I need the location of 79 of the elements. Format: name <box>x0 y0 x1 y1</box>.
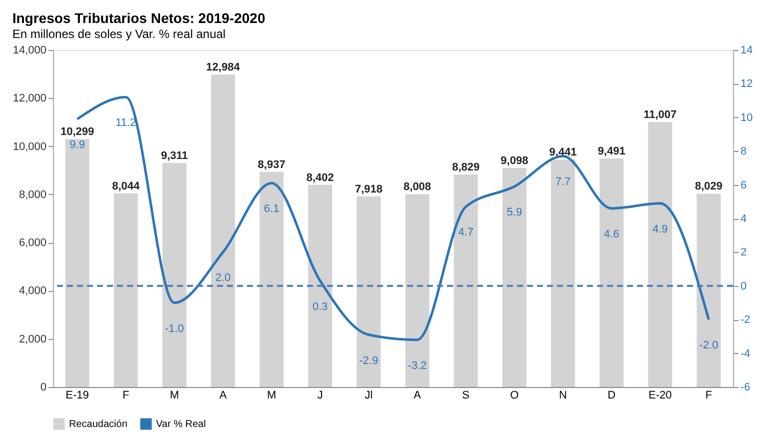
x-tick-label: E-20 <box>648 390 672 402</box>
data-label: 5.9 <box>506 206 522 218</box>
y-tick-label: 12,000 <box>12 92 46 105</box>
bar <box>260 172 284 387</box>
data-label: -1.0 <box>164 322 184 335</box>
data-label: -2.9 <box>359 354 378 367</box>
data-label: 4.9 <box>652 223 668 236</box>
x-tick-label: F <box>705 390 712 402</box>
data-label: 4.6 <box>604 228 620 240</box>
data-label: 11.2 <box>116 117 136 130</box>
y2-tick-label: 2 <box>740 246 747 259</box>
y-tick-label: 6,000 <box>18 237 46 250</box>
legend-label: Var % Real <box>156 419 206 430</box>
bar <box>65 139 90 387</box>
y2-tick-label: -2 <box>740 314 750 326</box>
data-label: 9,491 <box>598 146 626 158</box>
bar <box>405 194 430 387</box>
y-tick-label: 4,000 <box>18 285 46 298</box>
y2-tick-label: 14 <box>740 44 753 56</box>
data-label: 0.3 <box>312 300 328 313</box>
bar <box>162 162 186 387</box>
data-label: 9,441 <box>549 146 577 159</box>
data-label: 12,984 <box>206 61 241 74</box>
x-tick-label: A <box>414 390 422 402</box>
data-label: 8,402 <box>306 172 334 184</box>
x-tick-label: O <box>510 390 520 402</box>
y-tick-label: 14,000 <box>12 44 46 56</box>
chart-subtitle: En millones de soles y Var. % real anual <box>12 27 226 41</box>
chart-title: Ingresos Tributarios Netos: 2019-2020 <box>12 10 266 26</box>
data-label: 7.7 <box>555 176 571 188</box>
x-tick-label: D <box>608 390 616 402</box>
y2-tick-label: 0 <box>740 280 747 292</box>
data-label: 8,008 <box>404 181 432 194</box>
data-label: 8,937 <box>258 158 286 171</box>
bar <box>600 158 624 387</box>
x-tick-label: A <box>219 390 228 402</box>
bar <box>502 168 526 387</box>
data-label: 11,007 <box>644 109 677 122</box>
data-label: -3.2 <box>408 360 427 372</box>
x-tick-label: M <box>266 390 276 402</box>
bar <box>648 122 672 387</box>
x-tick-label: F <box>122 390 130 402</box>
y2-tick-label: 12 <box>740 78 753 90</box>
data-label: 8,029 <box>694 180 722 193</box>
data-label: -2.0 <box>699 340 718 352</box>
x-tick-label: Jl <box>364 390 373 402</box>
y2-tick-label: -4 <box>740 348 750 360</box>
y-tick-label: 10,000 <box>12 140 46 153</box>
x-tick-label: N <box>559 390 568 402</box>
x-tick-label: S <box>462 390 470 402</box>
x-tick-label: M <box>170 390 180 402</box>
y2-tick-label: 4 <box>740 213 747 225</box>
y-tick-label: 8,000 <box>18 188 46 201</box>
data-label: 7,918 <box>354 183 382 196</box>
data-label: 9,098 <box>500 155 528 167</box>
y2-tick-label: 10 <box>740 112 753 124</box>
y2-tick-label: -6 <box>740 382 750 394</box>
bar <box>356 196 381 387</box>
data-label: 9,311 <box>160 150 188 162</box>
data-label: 9.9 <box>70 139 85 152</box>
y2-tick-label: 6 <box>740 179 747 192</box>
y2-tick-label: 8 <box>740 146 747 158</box>
y-tick-label: 2,000 <box>18 333 46 346</box>
x-tick-label: J <box>317 390 323 402</box>
legend-label: Recaudación <box>69 419 128 430</box>
bar <box>211 74 235 387</box>
data-label: 10,299 <box>60 126 94 138</box>
bar <box>454 174 478 387</box>
x-tick-label: E-19 <box>66 390 89 402</box>
data-label: 4.7 <box>458 226 474 239</box>
data-label: 6.1 <box>264 203 280 216</box>
bar <box>696 194 721 387</box>
data-label: 8,829 <box>452 161 480 174</box>
data-label: 8,044 <box>112 180 140 192</box>
bar <box>308 184 332 387</box>
bar <box>551 160 575 387</box>
data-label: 2.0 <box>215 272 231 284</box>
y-tick-label: 0 <box>40 382 46 394</box>
bar <box>114 193 138 387</box>
